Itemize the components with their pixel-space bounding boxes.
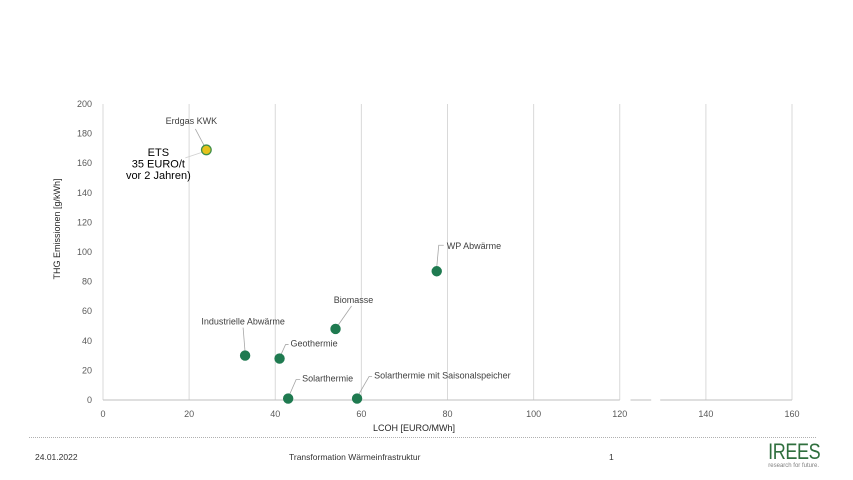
leader-line bbox=[436, 244, 444, 268]
ets-annotation-line: vor 2 Jahren) bbox=[126, 170, 191, 182]
data-point-label: Biomasse bbox=[334, 295, 374, 305]
data-point-marker bbox=[282, 393, 294, 404]
ets-annotation-line: ETS bbox=[148, 147, 169, 159]
data-point-label: Solarthermie mit Saisonalspeicher bbox=[374, 371, 511, 381]
x-tick-label: 60 bbox=[356, 409, 366, 419]
x-axis-title: LCOH [EURO/MWh] bbox=[373, 423, 455, 433]
x-tick-label: 40 bbox=[270, 409, 280, 419]
x-tick-label: 120 bbox=[612, 409, 627, 419]
data-point-label: Geothermie bbox=[291, 339, 338, 349]
gridlines bbox=[102, 104, 793, 400]
y-tick-label: 200 bbox=[77, 99, 92, 109]
leader-line bbox=[357, 376, 373, 396]
y-axis-ticks: 0 20 40 60 80 100 120 140 160 180 200 bbox=[77, 99, 92, 405]
x-tick-label: 100 bbox=[526, 409, 541, 419]
y-tick-label: 180 bbox=[77, 129, 92, 139]
ets-annotation-line: 35 EURO/t bbox=[132, 158, 185, 170]
y-tick-label: 60 bbox=[82, 306, 92, 316]
y-tick-label: 100 bbox=[77, 247, 92, 257]
data-point-marker bbox=[351, 393, 363, 404]
data-point-label: WP Abwärme bbox=[447, 241, 501, 251]
leader-line bbox=[288, 379, 301, 396]
data-point-marker bbox=[330, 323, 341, 335]
y-tick-label: 120 bbox=[77, 217, 92, 227]
data-point-marker bbox=[431, 266, 442, 277]
data-point-marker bbox=[200, 144, 212, 156]
data-points bbox=[200, 144, 442, 404]
data-point-label: Erdgas KWK bbox=[166, 116, 218, 126]
x-tick-label: 20 bbox=[184, 409, 194, 419]
data-point-marker bbox=[239, 350, 251, 361]
data-labels: Erdgas KWK WP Abwärme Biomasse Industrielle… bbox=[166, 116, 511, 384]
data-point-marker bbox=[274, 353, 285, 364]
leader-line bbox=[280, 344, 289, 356]
footer-divider bbox=[29, 437, 816, 438]
x-tick-label: 140 bbox=[698, 409, 713, 419]
y-tick-label: 160 bbox=[77, 158, 92, 168]
footer-date: 24.01.2022 bbox=[35, 452, 78, 462]
x-tick-label: 160 bbox=[784, 409, 799, 419]
y-tick-label: 80 bbox=[82, 277, 92, 287]
y-tick-label: 0 bbox=[87, 395, 92, 405]
leader-line bbox=[194, 128, 206, 148]
leader-line bbox=[337, 305, 352, 327]
x-axis-ticks: 0 20 40 60 80 100 120 140 160 bbox=[100, 409, 799, 419]
y-axis-title: THG Emissionen [g/kWh] bbox=[52, 178, 62, 279]
x-tick-label: 0 bbox=[100, 409, 105, 419]
y-tick-label: 40 bbox=[82, 336, 92, 346]
irees-logo: IREES research for future. bbox=[757, 439, 821, 470]
data-point-label: Industrielle Abwärme bbox=[201, 317, 285, 327]
footer-title: Transformation Wärmeinfrastruktur bbox=[289, 452, 421, 462]
leader-line bbox=[242, 327, 246, 353]
y-tick-label: 140 bbox=[77, 188, 92, 198]
logo-wordmark: IREES bbox=[768, 439, 821, 464]
x-tick-label: 80 bbox=[442, 409, 452, 419]
leader-lines bbox=[185, 128, 444, 396]
footer-page-number: 1 bbox=[609, 452, 614, 462]
annotation-leader-line bbox=[185, 151, 204, 159]
logo-tagline: research for future. bbox=[768, 463, 819, 469]
y-tick-label: 20 bbox=[82, 365, 92, 375]
data-point-label: Solarthermie bbox=[302, 374, 353, 384]
